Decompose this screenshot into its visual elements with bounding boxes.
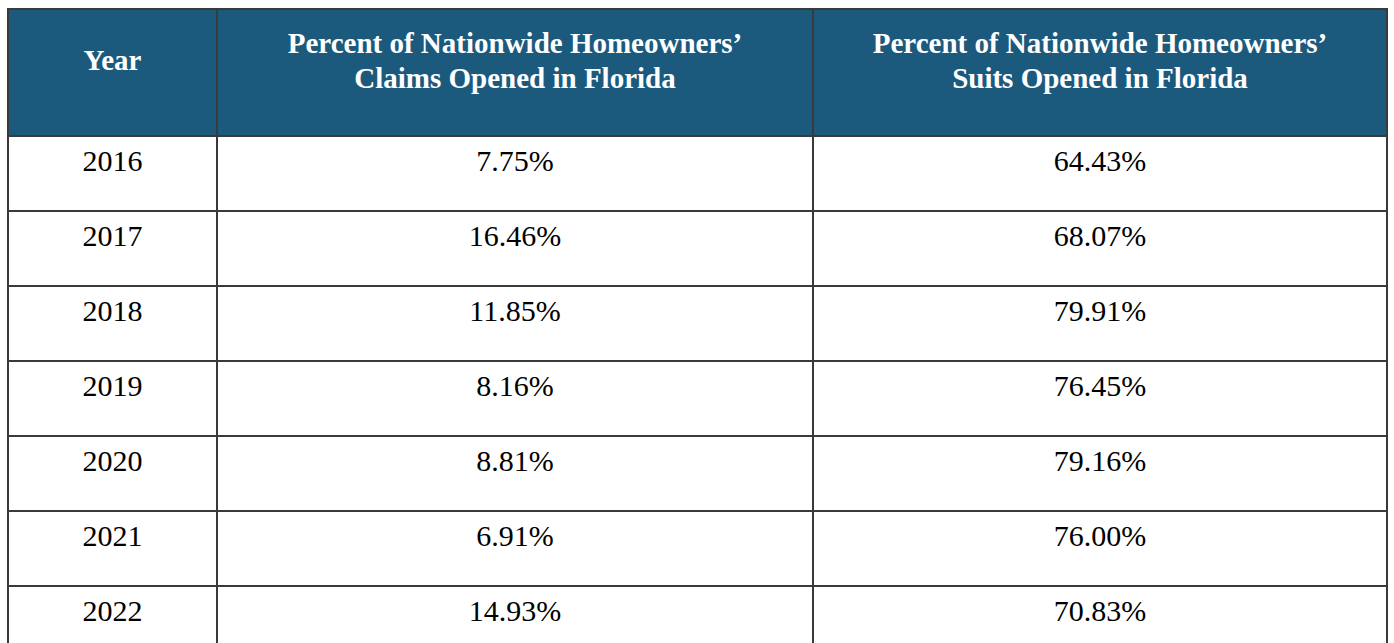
header-row: Year Percent of Nationwide Homeowners’ C…	[8, 9, 1387, 136]
year-cell: 2020	[8, 436, 217, 511]
suits-percent-cell: 76.45%	[813, 361, 1387, 436]
year-cell: 2018	[8, 286, 217, 361]
column-header-year: Year	[8, 9, 217, 136]
column-header-year-label: Year	[19, 43, 206, 78]
suits-percent-cell: 79.16%	[813, 436, 1387, 511]
table-row-2018: 2018 11.85% 79.91%	[8, 286, 1387, 361]
claims-percent-cell: 8.81%	[217, 436, 813, 511]
year-cell: 2021	[8, 511, 217, 586]
table-row-2022: 2022 14.93% 70.83%	[8, 586, 1387, 643]
table-row-2016: 2016 7.75% 64.43%	[8, 136, 1387, 211]
column-header-claims-label: Percent of Nationwide Homeowners’ Claims…	[258, 26, 773, 96]
suits-percent-cell: 68.07%	[813, 211, 1387, 286]
year-cell: 2019	[8, 361, 217, 436]
column-header-suits: Percent of Nationwide Homeowners’ Suits …	[813, 9, 1387, 136]
year-cell: 2017	[8, 211, 217, 286]
claims-percent-cell: 8.16%	[217, 361, 813, 436]
table-row-2019: 2019 8.16% 76.45%	[8, 361, 1387, 436]
suits-percent-cell: 79.91%	[813, 286, 1387, 361]
claims-percent-cell: 16.46%	[217, 211, 813, 286]
claims-percent-cell: 14.93%	[217, 586, 813, 643]
claims-percent-cell: 6.91%	[217, 511, 813, 586]
document-page: Year Percent of Nationwide Homeowners’ C…	[0, 0, 1394, 643]
claims-percent-cell: 11.85%	[217, 286, 813, 361]
table-row-2020: 2020 8.81% 79.16%	[8, 436, 1387, 511]
column-header-suits-label: Percent of Nationwide Homeowners’ Suits …	[843, 26, 1358, 96]
table-row-2021: 2021 6.91% 76.00%	[8, 511, 1387, 586]
suits-percent-cell: 70.83%	[813, 586, 1387, 643]
column-header-claims: Percent of Nationwide Homeowners’ Claims…	[217, 9, 813, 136]
year-cell: 2016	[8, 136, 217, 211]
claims-percent-cell: 7.75%	[217, 136, 813, 211]
suits-percent-cell: 76.00%	[813, 511, 1387, 586]
year-cell: 2022	[8, 586, 217, 643]
suits-percent-cell: 64.43%	[813, 136, 1387, 211]
florida-homeowners-claims-suits-table: Year Percent of Nationwide Homeowners’ C…	[7, 8, 1388, 643]
table-row-2017: 2017 16.46% 68.07%	[8, 211, 1387, 286]
